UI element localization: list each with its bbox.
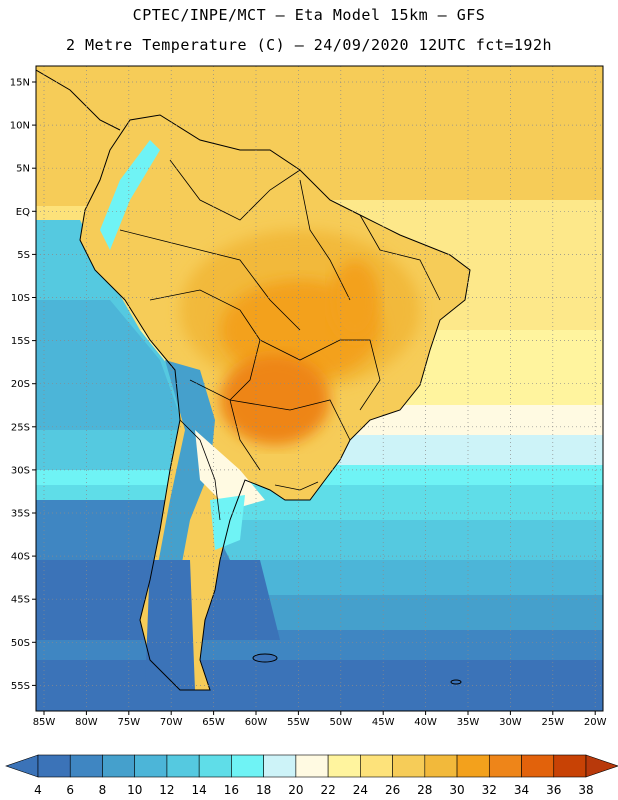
colorbar-segment [134, 754, 168, 778]
colorbar-segment [521, 754, 555, 778]
colorbar-tick-label: 10 [127, 783, 142, 797]
colorbar-segment [166, 754, 200, 778]
map-subtitle: 2 Metre Temperature (C) – 24/09/2020 12U… [65, 36, 553, 54]
colorbar-tick-label: 38 [578, 783, 593, 797]
colorbar-tick-label: 36 [546, 783, 561, 797]
colorbar-tick-label: 8 [99, 783, 107, 797]
lon-tick-label: 65W [202, 717, 225, 728]
lat-tick-label: 50S [11, 638, 30, 649]
temperature-field [36, 66, 603, 711]
lat-tick-label: 5N [16, 164, 30, 175]
map-frame [35, 65, 604, 712]
lon-tick-label: 55W [287, 717, 310, 728]
latitude-axis: 15N 10N 5N EQ 5S 10S 15S 20S 25S 30S 35S 40S 45S 50S 5… [10, 78, 36, 692]
colorbar: 4 6 8 10 12 14 16 18 20 22 24 26 28 30 32 34 36 38 [5, 754, 618, 797]
lon-tick-label: 75W [117, 717, 140, 728]
colorbar-segment [102, 754, 136, 778]
colorbar-max-arrow [585, 754, 618, 778]
lon-tick-label: 40W [414, 717, 437, 728]
colorbar-tick-label: 4 [34, 783, 42, 797]
lon-tick-label: 50W [329, 717, 352, 728]
colorbar-tick-label: 22 [320, 783, 335, 797]
lon-tick-label: 80W [75, 717, 98, 728]
lon-tick-label: 20W [584, 717, 607, 728]
colorbar-segment [424, 754, 458, 778]
lon-tick-label: 25W [541, 717, 564, 728]
lon-tick-label: 70W [160, 717, 183, 728]
colorbar-segment [456, 754, 490, 778]
lat-tick-label: 55S [11, 681, 30, 692]
colorbar-segment [488, 754, 522, 778]
lat-tick-label: 5S [17, 250, 30, 261]
lat-tick-label: 25S [11, 422, 30, 433]
lon-tick-label: 30W [499, 717, 522, 728]
colorbar-segment [37, 754, 71, 778]
colorbar-tick-label: 14 [192, 783, 207, 797]
colorbar-min-arrow [5, 754, 39, 778]
colorbar-segment [360, 754, 393, 778]
lon-tick-label: 35W [457, 717, 480, 728]
colorbar-tick-label: 34 [514, 783, 529, 797]
colorbar-tick-label: 24 [353, 783, 368, 797]
lat-tick-label: 45S [11, 595, 30, 606]
colorbar-tick-label: 18 [256, 783, 271, 797]
lat-tick-label: 10N [10, 121, 30, 132]
colorbar-tick-label: 30 [449, 783, 464, 797]
colorbar-segment [327, 754, 361, 778]
colorbar-segment [69, 754, 103, 778]
colorbar-segment [263, 754, 297, 778]
lat-tick-label: 10S [11, 293, 30, 304]
colorbar-tick-label: 12 [159, 783, 174, 797]
lat-tick-label: EQ [16, 207, 30, 218]
lon-tick-label: 45W [372, 717, 395, 728]
colorbar-segment [295, 754, 329, 778]
colorbar-segment [553, 754, 587, 778]
colorbar-tick-label: 28 [417, 783, 432, 797]
colorbar-tick-label: 6 [66, 783, 74, 797]
colorbar-tick-label: 32 [482, 783, 497, 797]
colorbar-segment [392, 754, 426, 778]
country-borders [119, 159, 441, 521]
colorbar-segment [231, 754, 264, 778]
lat-tick-label: 15N [10, 78, 30, 89]
lon-tick-label: 60W [245, 717, 268, 728]
map-title: CPTEC/INPE/MCT – Eta Model 15km – GFS [132, 6, 486, 24]
lat-tick-label: 15S [11, 336, 30, 347]
colorbar-segment [198, 754, 232, 778]
lat-tick-label: 40S [11, 552, 30, 563]
longitude-axis: 85W 80W 75W 70W 65W 60W 55W 50W 45W 40W 35W 30W 25W 2… [33, 711, 607, 728]
lon-tick-label: 85W [33, 717, 56, 728]
map-gridlines [36, 66, 603, 711]
lat-tick-label: 30S [11, 465, 30, 476]
colorbar-tick-label: 16 [224, 783, 239, 797]
lat-tick-label: 20S [11, 379, 30, 390]
colorbar-tick-label: 26 [385, 783, 400, 797]
lat-tick-label: 35S [11, 509, 30, 520]
colorbar-tick-label: 20 [288, 783, 303, 797]
